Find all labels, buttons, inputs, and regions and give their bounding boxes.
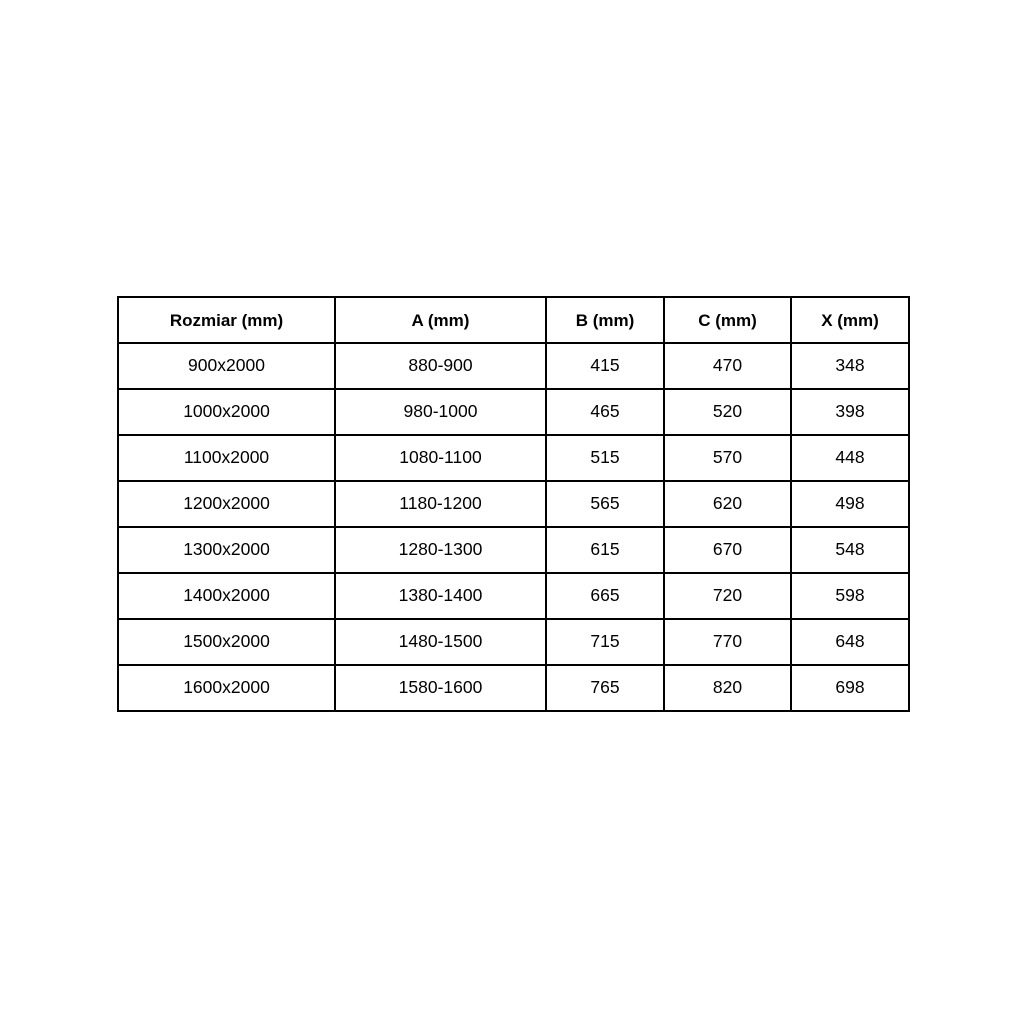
table-cell: 570 [663,434,792,482]
table-cell: 1500x2000 [117,618,336,666]
table-cell: 1080-1100 [334,434,547,482]
table-cell: 648 [790,618,910,666]
table-cell: 548 [790,526,910,574]
table-cell: 348 [790,342,910,390]
table-header-cell: B (mm) [545,296,665,344]
table-cell: 1000x2000 [117,388,336,436]
table-header-cell: X (mm) [790,296,910,344]
table-cell: 1400x2000 [117,572,336,620]
table-cell: 1580-1600 [334,664,547,712]
table-cell: 1100x2000 [117,434,336,482]
table-cell: 520 [663,388,792,436]
table-cell: 715 [545,618,665,666]
table-row: 900x2000 880-900 415 470 348 [117,342,910,390]
table-header-cell: C (mm) [663,296,792,344]
table-row: 1300x2000 1280-1300 615 670 548 [117,526,910,574]
table-cell: 665 [545,572,665,620]
table-cell: 615 [545,526,665,574]
dimensions-table-container: Rozmiar (mm) A (mm) B (mm) C (mm) X (mm) 900… [117,296,910,712]
table-cell: 398 [790,388,910,436]
table-cell: 698 [790,664,910,712]
table-row: 1500x2000 1480-1500 715 770 648 [117,618,910,666]
table-cell: 1300x2000 [117,526,336,574]
table-cell: 515 [545,434,665,482]
table-row: 1400x2000 1380-1400 665 720 598 [117,572,910,620]
table-cell: 470 [663,342,792,390]
dimensions-table: Rozmiar (mm) A (mm) B (mm) C (mm) X (mm) 900… [117,296,910,712]
table-cell: 1180-1200 [334,480,547,528]
table-cell: 598 [790,572,910,620]
table-row: 1100x2000 1080-1100 515 570 448 [117,434,910,482]
table-cell: 498 [790,480,910,528]
table-row: 1600x2000 1580-1600 765 820 698 [117,664,910,712]
table-cell: 1200x2000 [117,480,336,528]
table-cell: 900x2000 [117,342,336,390]
table-row: 1000x2000 980-1000 465 520 398 [117,388,910,436]
table-row: 1200x2000 1180-1200 565 620 498 [117,480,910,528]
table-cell: 565 [545,480,665,528]
table-cell: 880-900 [334,342,547,390]
table-cell: 448 [790,434,910,482]
table-cell: 1380-1400 [334,572,547,620]
table-cell: 620 [663,480,792,528]
table-header-cell: Rozmiar (mm) [117,296,336,344]
table-cell: 765 [545,664,665,712]
table-body: 900x2000 880-900 415 470 348 1000x2000 980-100… [117,342,910,712]
table-cell: 820 [663,664,792,712]
table-header-row: Rozmiar (mm) A (mm) B (mm) C (mm) X (mm) [117,296,910,344]
table-cell: 770 [663,618,792,666]
table-cell: 720 [663,572,792,620]
table-cell: 670 [663,526,792,574]
table-header-cell: A (mm) [334,296,547,344]
table-cell: 1280-1300 [334,526,547,574]
table-cell: 465 [545,388,665,436]
table-cell: 1480-1500 [334,618,547,666]
table-cell: 980-1000 [334,388,547,436]
table-header: Rozmiar (mm) A (mm) B (mm) C (mm) X (mm) [117,296,910,344]
table-cell: 1600x2000 [117,664,336,712]
table-cell: 415 [545,342,665,390]
